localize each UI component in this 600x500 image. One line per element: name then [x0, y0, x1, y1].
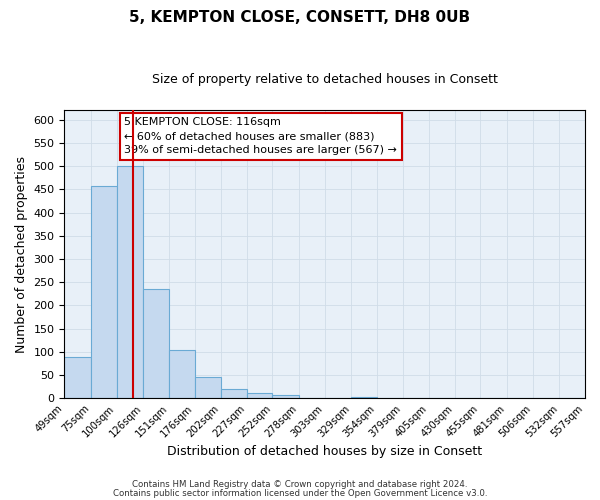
Y-axis label: Number of detached properties: Number of detached properties	[15, 156, 28, 353]
Bar	[352, 396, 377, 398]
Bar	[143, 289, 169, 399]
X-axis label: Distribution of detached houses by size in Consett: Distribution of detached houses by size …	[167, 444, 482, 458]
Bar	[116, 166, 143, 398]
Bar	[247, 394, 272, 398]
Bar	[221, 389, 247, 398]
Bar	[169, 350, 194, 399]
Text: 5, KEMPTON CLOSE, CONSETT, DH8 0UB: 5, KEMPTON CLOSE, CONSETT, DH8 0UB	[130, 10, 470, 25]
Title: Size of property relative to detached houses in Consett: Size of property relative to detached ho…	[152, 72, 497, 86]
Bar	[64, 356, 91, 399]
Bar	[194, 377, 221, 398]
Text: Contains HM Land Registry data © Crown copyright and database right 2024.: Contains HM Land Registry data © Crown c…	[132, 480, 468, 489]
Text: Contains public sector information licensed under the Open Government Licence v3: Contains public sector information licen…	[113, 488, 487, 498]
Bar	[272, 395, 299, 398]
Text: 5 KEMPTON CLOSE: 116sqm
← 60% of detached houses are smaller (883)
39% of semi-d: 5 KEMPTON CLOSE: 116sqm ← 60% of detache…	[124, 118, 397, 156]
Bar	[91, 186, 116, 398]
